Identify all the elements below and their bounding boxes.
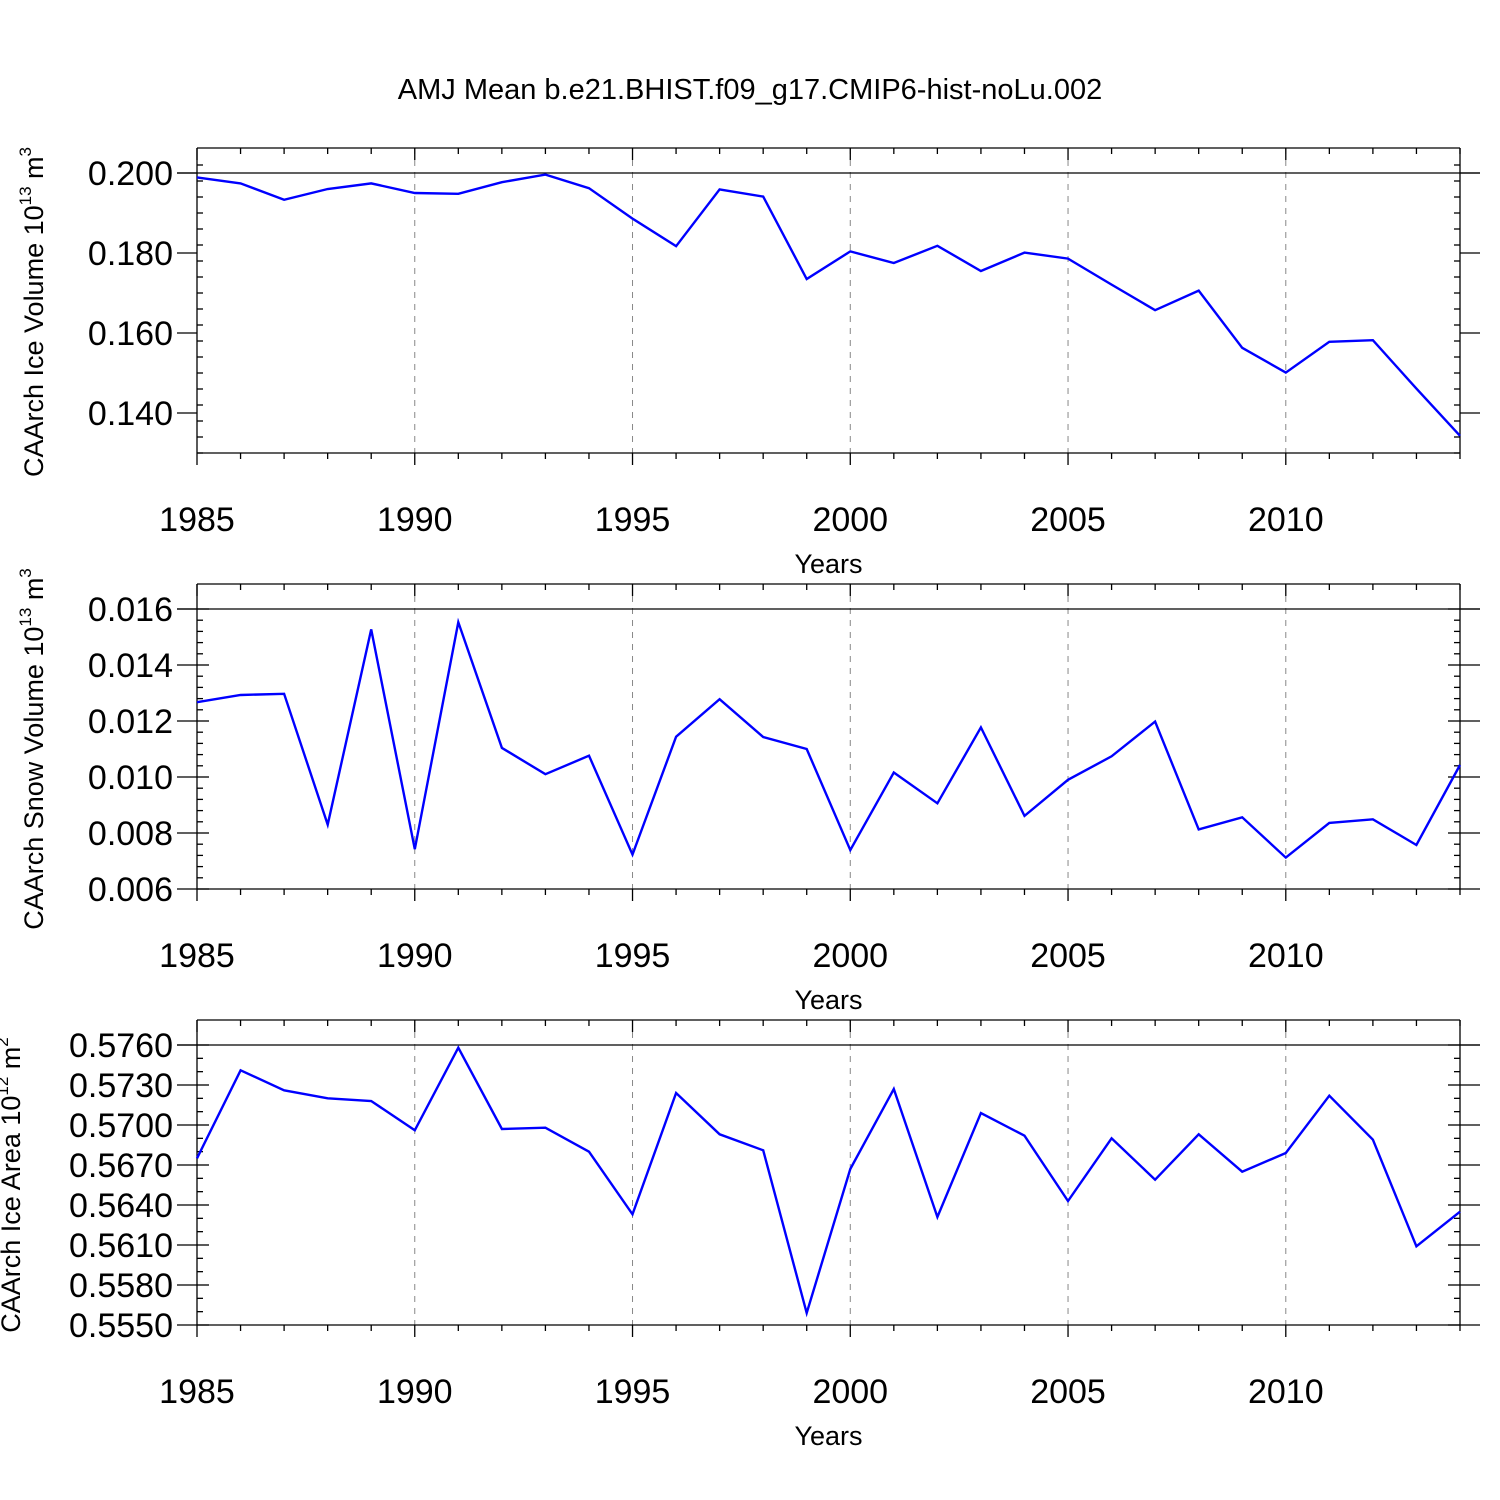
x-axis-title: Years (794, 985, 862, 1015)
y-tick-label: 0.180 (88, 235, 173, 273)
x-tick-label: 2000 (812, 937, 888, 975)
y-axis-title-unit: m (0, 1047, 26, 1077)
y-tick-label: 0.5700 (69, 1107, 173, 1145)
y-tick-label: 0.160 (88, 315, 173, 353)
y-tick-label: 0.014 (88, 647, 173, 685)
series-line (196, 617, 1462, 860)
y-axis-title-unit-exponent: 3 (16, 147, 35, 156)
x-tick-label: 2005 (1030, 1373, 1106, 1411)
x-tick-label: 1995 (595, 1373, 671, 1411)
x-tick-label: 1995 (595, 501, 671, 539)
x-tick-label: 1985 (159, 501, 235, 539)
y-axis-title-unit: m (19, 156, 49, 186)
x-tick-label: 1990 (377, 1373, 453, 1411)
chart-panel-3: 1985 1990 1995 2000 2005 20100.55500.55800.56… (0, 1019, 1480, 1451)
series-line (196, 173, 1461, 437)
y-tick-label: 0.010 (88, 759, 173, 797)
y-axis-title-exponent: 13 (16, 186, 35, 205)
chart-title: AMJ Mean b.e21.BHIST.f09_g17.CMIP6-hist-… (398, 74, 1102, 106)
y-tick-label: 0.5610 (69, 1227, 173, 1265)
y-tick-label: 0.016 (88, 591, 173, 629)
y-axis-title-text: CAArch Ice Volume 10 (19, 205, 49, 477)
x-tick-label: 2010 (1248, 501, 1324, 539)
y-axis-title: CAArch Ice Area 1012 m2 (0, 1037, 26, 1333)
x-tick-label: 2005 (1030, 937, 1106, 975)
y-axis-title-exponent: 12 (0, 1077, 12, 1096)
y-axis-title-text: CAArch Snow Volume 10 (19, 627, 49, 930)
y-tick-label: 0.006 (88, 871, 173, 909)
x-tick-label: 2000 (812, 501, 888, 539)
x-tick-label: 1990 (377, 937, 453, 975)
y-tick-label: 0.200 (88, 155, 173, 193)
y-tick-label: 0.5580 (69, 1267, 173, 1305)
x-tick-label: 2005 (1030, 501, 1106, 539)
y-tick-label: 0.5640 (69, 1187, 173, 1225)
y-axis-title-unit-exponent: 2 (0, 1037, 12, 1046)
chart-panel-1: 1985 1990 1995 2000 2005 2010 0.140 0.160 0.180 0… (16, 147, 1480, 579)
x-tick-label: 2010 (1248, 937, 1324, 975)
x-tick-label: 2000 (812, 1373, 888, 1411)
x-axis-title: Years (794, 1421, 862, 1451)
y-tick-label: 0.012 (88, 703, 173, 741)
x-tick-label: 1985 (159, 937, 235, 975)
y-tick-label: 0.008 (88, 815, 173, 853)
y-tick-label: 0.5550 (69, 1307, 173, 1345)
y-axis-title-text: CAArch Ice Area 10 (0, 1096, 26, 1333)
y-axis-title-exponent: 13 (16, 608, 35, 627)
x-tick-label: 1990 (377, 501, 453, 539)
x-axis-title: Years (794, 549, 862, 579)
x-tick-label: 1985 (159, 1373, 235, 1411)
y-axis-title: CAArch Snow Volume 1013 m3 (16, 568, 49, 930)
x-tick-label: 2010 (1248, 1373, 1324, 1411)
x-tick-label: 1995 (595, 937, 671, 975)
y-tick-label: 0.5730 (69, 1067, 173, 1105)
chart-panel-2: 1985 1990 1995 2000 2005 2010 0.006 0.008 0.010 0… (16, 568, 1480, 1015)
y-tick-label: 0.140 (88, 395, 173, 433)
y-tick-label: 0.5670 (69, 1147, 173, 1185)
series-line (195, 1045, 1461, 1318)
y-tick-label: 0.5760 (69, 1027, 173, 1065)
y-axis-title-unit: m (19, 578, 49, 608)
y-axis-title-unit-exponent: 3 (16, 568, 35, 577)
y-axis-title: CAArch Ice Volume 1013 m3 (16, 147, 49, 477)
